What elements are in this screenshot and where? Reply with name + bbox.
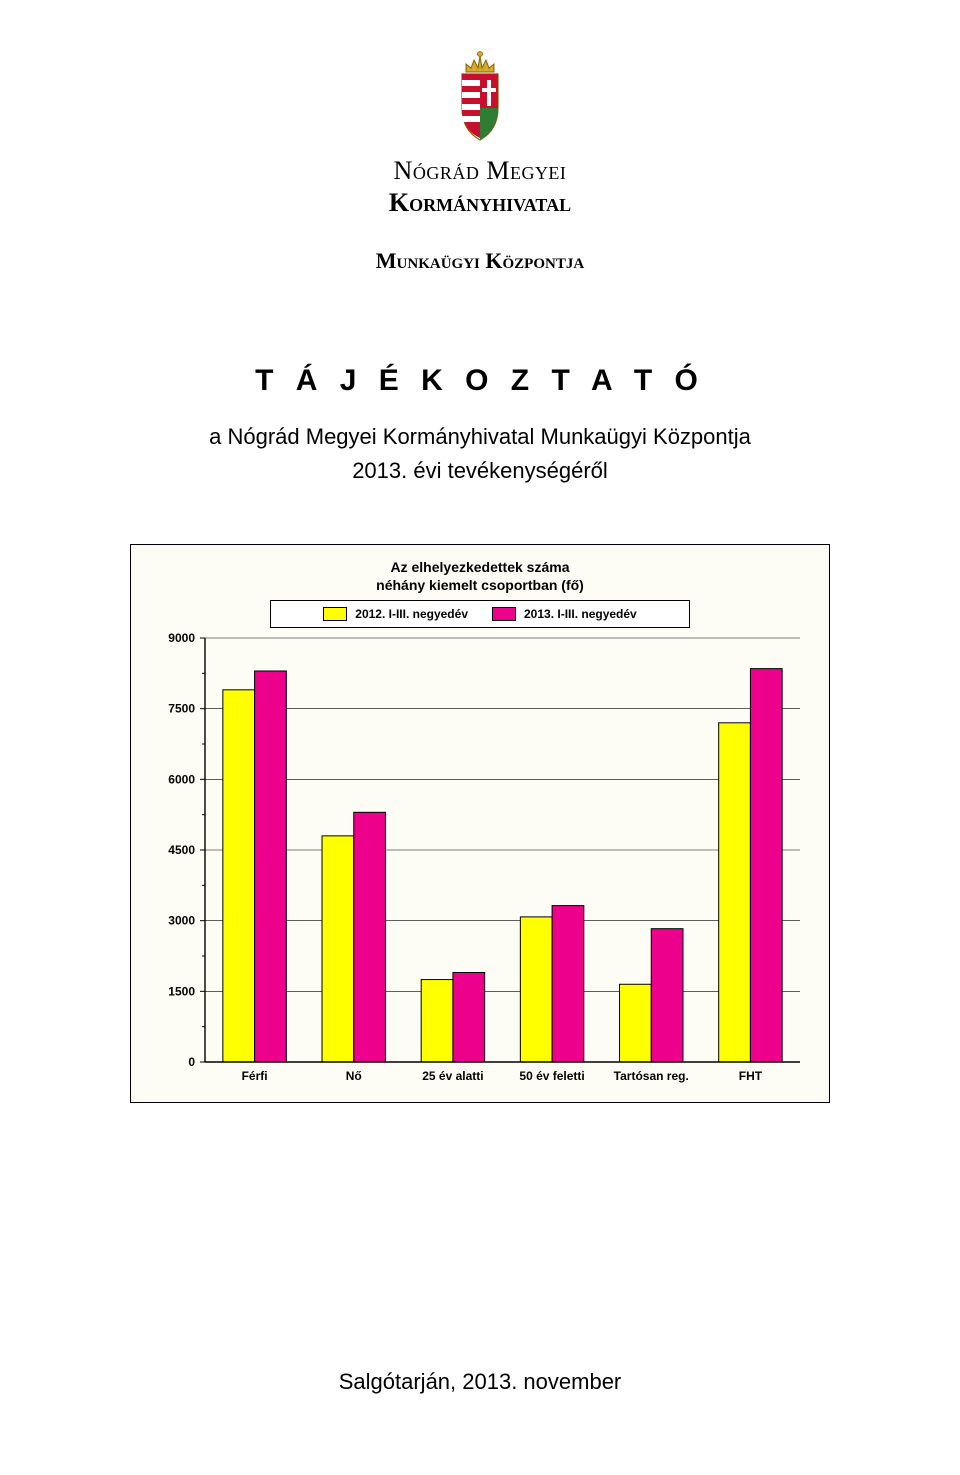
chart-title: Az elhelyezkedettek száma néhány kiemelt… — [147, 559, 813, 594]
coat-of-arms-icon — [444, 50, 516, 146]
svg-text:Nő: Nő — [346, 1069, 362, 1083]
svg-text:50 év feletti: 50 év feletti — [519, 1069, 584, 1083]
chart-container: Az elhelyezkedettek száma néhány kiemelt… — [130, 544, 830, 1103]
chart-plot: 0 1500 3000 4500 6000 7500 9000 Férfi Nő 25 év al… — [150, 632, 810, 1092]
legend-item-2013: 2013. I-III. negyedév — [492, 607, 637, 621]
svg-text:Férfi: Férfi — [242, 1069, 268, 1083]
chart-legend: 2012. I-III. negyedév 2013. I-III. negye… — [270, 600, 690, 628]
svg-text:6000: 6000 — [168, 772, 195, 786]
document-title: T Á J É K O Z T A T Ó — [0, 364, 960, 398]
svg-text:9000: 9000 — [168, 632, 195, 645]
svg-text:FHT: FHT — [739, 1069, 763, 1083]
subtitle-line2: 2013. évi tevékenységéről — [0, 458, 960, 484]
page: Nógrád Megyei Kormányhivatal Munkaügyi K… — [0, 0, 960, 1475]
svg-text:1500: 1500 — [168, 984, 195, 998]
legend-label-2013: 2013. I-III. negyedév — [524, 607, 637, 621]
svg-text:7500: 7500 — [168, 702, 195, 716]
svg-text:0: 0 — [188, 1055, 195, 1069]
chart-svg: 0 1500 3000 4500 6000 7500 9000 Férfi Nő 25 év al… — [150, 632, 810, 1092]
chart-title-line2: néhány kiemelt csoportban (fő) — [376, 577, 584, 593]
chart-title-line1: Az elhelyezkedettek száma — [391, 559, 570, 575]
org-name-line3: Munkaügyi Központja — [0, 248, 960, 274]
svg-text:3000: 3000 — [168, 914, 195, 928]
subtitle-line1: a Nógrád Megyei Kormányhivatal Munkaügyi… — [0, 424, 960, 450]
svg-text:Tartósan reg.: Tartósan reg. — [614, 1069, 689, 1083]
org-name-line2: Kormányhivatal — [0, 188, 960, 218]
legend-label-2012: 2012. I-III. negyedév — [355, 607, 468, 621]
legend-swatch-2013 — [492, 607, 516, 621]
legend-item-2012: 2012. I-III. negyedév — [323, 607, 468, 621]
legend-swatch-2012 — [323, 607, 347, 621]
footer-text: Salgótarján, 2013. november — [0, 1369, 960, 1395]
svg-text:4500: 4500 — [168, 843, 195, 857]
org-name-line1: Nógrád Megyei — [0, 156, 960, 186]
svg-text:25 év alatti: 25 év alatti — [422, 1069, 483, 1083]
